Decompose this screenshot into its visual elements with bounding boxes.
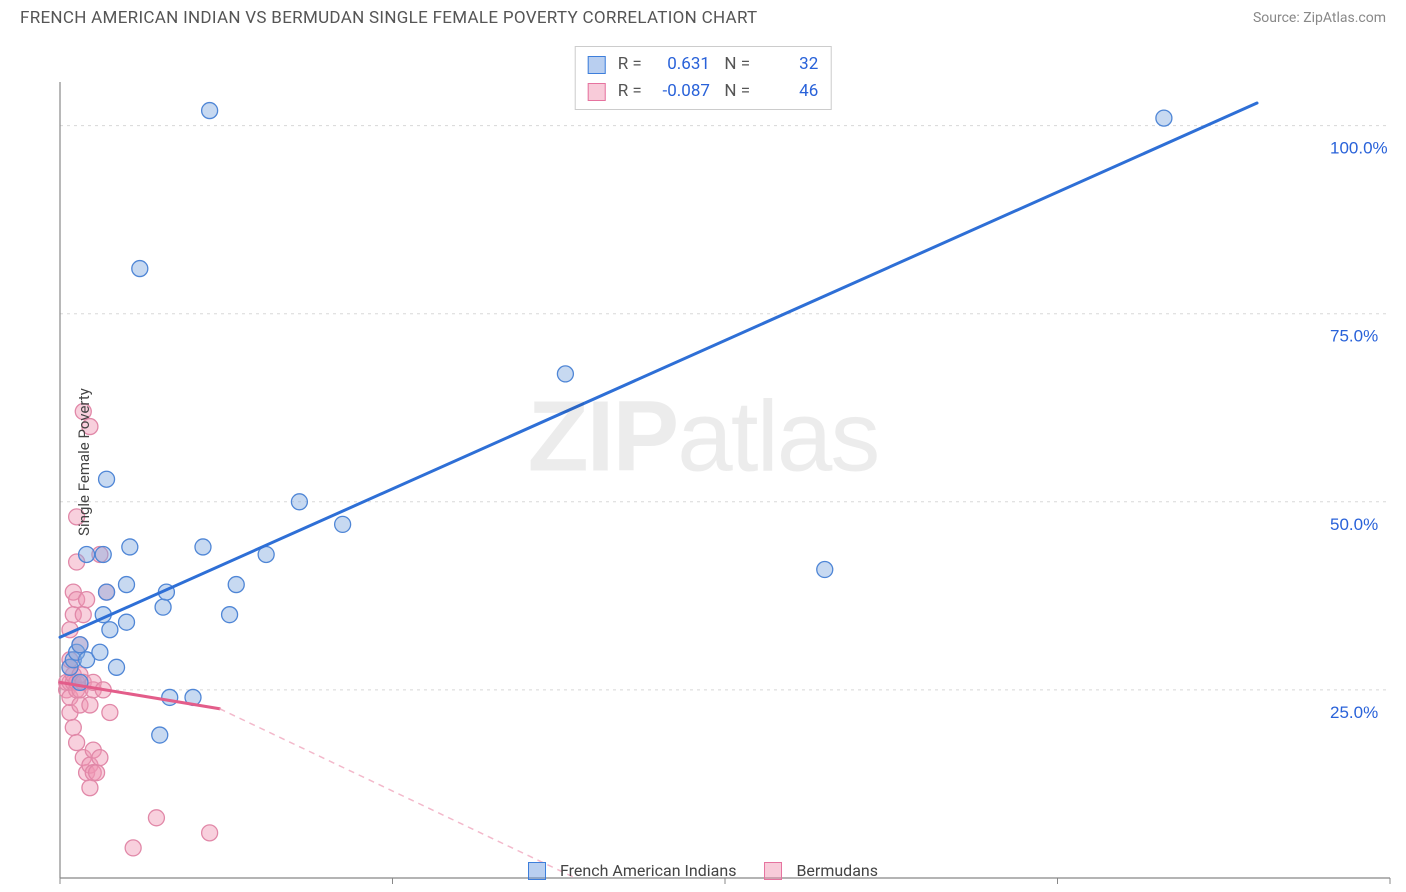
- legend-item-0: French American Indians: [528, 861, 736, 880]
- square-swatch-icon: [528, 862, 546, 880]
- chart-container: Single Female Poverty ZIPatlas 25.0%50.0…: [0, 38, 1406, 886]
- r-value: 0.631: [652, 51, 710, 78]
- stats-row-0: R = 0.631 N = 32: [588, 51, 819, 78]
- square-swatch-icon: [764, 862, 782, 880]
- n-label: N =: [716, 51, 754, 78]
- svg-text:25.0%: 25.0%: [1330, 703, 1378, 722]
- r-label: R =: [618, 78, 646, 105]
- svg-text:100.0%: 100.0%: [1330, 139, 1388, 158]
- stats-legend-box: R = 0.631 N = 32 R = -0.087 N = 46: [575, 46, 832, 110]
- r-value: -0.087: [652, 78, 710, 105]
- legend-label: Bermudans: [796, 861, 878, 880]
- source-label: Source: ZipAtlas.com: [1253, 10, 1386, 26]
- legend-label: French American Indians: [560, 861, 736, 880]
- scatter-chart: 25.0%50.0%75.0%100.0%0.0%40.0%: [0, 38, 1406, 886]
- svg-text:50.0%: 50.0%: [1330, 515, 1378, 534]
- legend-item-1: Bermudans: [764, 861, 878, 880]
- n-value: 46: [760, 78, 818, 105]
- square-swatch-icon: [588, 83, 606, 101]
- svg-text:75.0%: 75.0%: [1330, 327, 1378, 346]
- n-value: 32: [760, 51, 818, 78]
- chart-title: FRENCH AMERICAN INDIAN VS BERMUDAN SINGL…: [20, 8, 758, 28]
- header-bar: FRENCH AMERICAN INDIAN VS BERMUDAN SINGL…: [0, 0, 1406, 38]
- stats-row-1: R = -0.087 N = 46: [588, 78, 819, 105]
- r-label: R =: [618, 51, 646, 78]
- square-swatch-icon: [588, 56, 606, 74]
- n-label: N =: [716, 78, 754, 105]
- y-axis-label: Single Female Poverty: [75, 388, 93, 536]
- bottom-legend: French American Indians Bermudans: [528, 861, 878, 880]
